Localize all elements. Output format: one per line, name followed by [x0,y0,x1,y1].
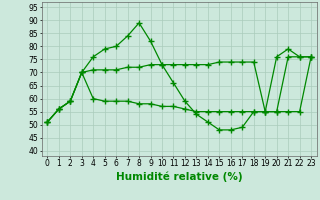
X-axis label: Humidité relative (%): Humidité relative (%) [116,171,243,182]
